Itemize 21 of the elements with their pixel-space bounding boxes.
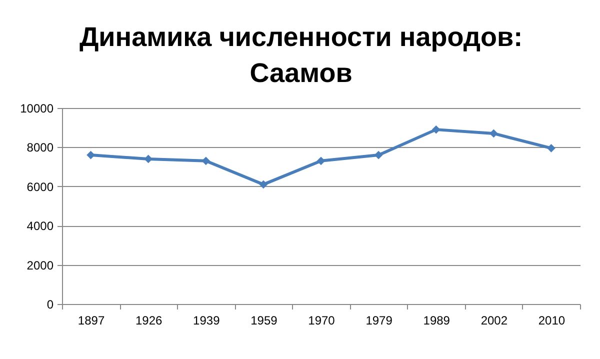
x-tick-label: 2002 (480, 314, 508, 328)
y-tick-label: 4000 (26, 219, 54, 234)
x-tick-label: 1970 (308, 314, 336, 328)
y-tick-label: 10000 (20, 102, 54, 116)
point (202, 156, 210, 166)
x-tick-label: 1959 (250, 314, 278, 328)
x-tick-label: 1926 (135, 314, 163, 328)
x-tick-label: 1989 (423, 314, 450, 328)
chart-title: Динамика численности народов: Саамов (79, 22, 523, 88)
x-tick-label: 1979 (366, 314, 393, 328)
point (432, 125, 440, 134)
y-tick-label: 2000 (26, 258, 54, 272)
x-tick-label: 1939 (193, 314, 220, 328)
y-tick-label: 6000 (26, 180, 54, 194)
point (547, 144, 556, 152)
point (86, 150, 95, 160)
point (259, 180, 268, 189)
x-tick-label: 1897 (78, 314, 105, 328)
x-tick-label: 2010 (538, 314, 566, 328)
y-tick-label: 0 (46, 298, 54, 312)
y-tick-label: 8000 (26, 140, 54, 155)
